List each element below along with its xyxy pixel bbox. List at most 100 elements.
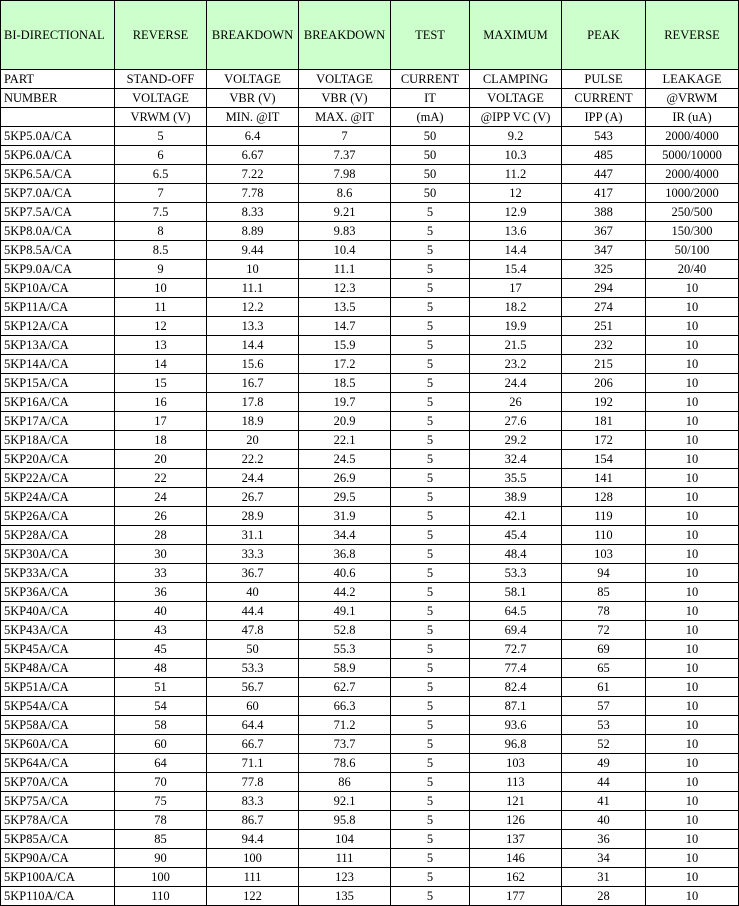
cell: 18.9 [207, 412, 299, 431]
cell: 16 [115, 393, 207, 412]
cell: 14.4 [207, 336, 299, 355]
cell: 5KP9.0A/CA [0, 260, 115, 279]
cell: 5KP36A/CA [0, 583, 115, 602]
cell: 5KP64A/CA [0, 754, 115, 773]
cell: 274 [562, 298, 646, 317]
cell-text: CLAMPING [482, 71, 549, 86]
cell: 7.98 [299, 165, 391, 184]
cell: 12.9 [470, 203, 562, 222]
cell: 5 [391, 431, 470, 450]
cell-text: 10 [685, 527, 699, 542]
cell: 294 [562, 279, 646, 298]
cell: 8.5 [115, 241, 207, 260]
cell-text: 16.7 [241, 375, 264, 390]
cell: 40 [562, 811, 646, 830]
cell: 5KP13A/CA [0, 336, 115, 355]
cell-text: 69.4 [504, 622, 527, 637]
cell: 172 [562, 431, 646, 450]
cell-text: STAND-OFF [126, 71, 195, 86]
cell-text: 10 [685, 831, 699, 846]
cell: 7.37 [299, 146, 391, 165]
cell-text: 86 [338, 774, 351, 789]
cell: 77.8 [207, 773, 299, 792]
cell-text: 10 [685, 774, 699, 789]
cell-text: 30 [154, 546, 167, 561]
cell: 10.3 [470, 146, 562, 165]
cell: 11.2 [470, 165, 562, 184]
cell-text: 8.5 [152, 242, 169, 257]
cell: 111 [207, 868, 299, 887]
cell: 26 [115, 507, 207, 526]
cell-text: 47.8 [241, 622, 264, 637]
cell: 5 [391, 279, 470, 298]
cell: 78 [562, 602, 646, 621]
cell: 126 [470, 811, 562, 830]
cell-text: MIN. @IT [225, 109, 280, 124]
cell: 10 [646, 621, 739, 640]
cell: 5KP18A/CA [0, 431, 115, 450]
cell: 5KP10A/CA [0, 279, 115, 298]
cell-text: 77.4 [504, 660, 527, 675]
cell-text: 12.2 [241, 299, 264, 314]
cell: 9.21 [299, 203, 391, 222]
cell: 5KP51A/CA [0, 678, 115, 697]
cell-text: 20 [154, 451, 167, 466]
cell: 10 [646, 773, 739, 792]
cell-text: 113 [506, 774, 525, 789]
cell-text: 40 [246, 584, 259, 599]
cell-text: 10 [685, 660, 699, 675]
cell: 49.1 [299, 602, 391, 621]
cell: 24.5 [299, 450, 391, 469]
cell-text: 5 [426, 204, 434, 219]
cell: 52.8 [299, 621, 391, 640]
cell: 5KP43A/CA [0, 621, 115, 640]
cell: VOLTAGE [299, 70, 391, 89]
cell-text: 11.1 [333, 261, 356, 276]
cell-text: 5KP17A/CA [4, 413, 69, 428]
cell-text: 126 [506, 812, 525, 827]
cell-text: 5KP8.5A/CA [4, 242, 72, 257]
cell: 5000/10000 [646, 146, 739, 165]
cell-text: 5KP22A/CA [4, 470, 69, 485]
cell: 86 [299, 773, 391, 792]
cell: 28 [562, 887, 646, 906]
cell: 6.4 [207, 127, 299, 146]
cell-text: 192 [594, 394, 613, 409]
cell: 5 [391, 317, 470, 336]
cell-text: 10 [685, 489, 699, 504]
cell-text: 103 [506, 755, 525, 770]
cell: 215 [562, 355, 646, 374]
cell: 13.3 [207, 317, 299, 336]
cell-text: (mA) [416, 109, 444, 124]
cell-text: 5 [426, 565, 434, 580]
cell-text: 28 [154, 527, 167, 542]
cell: (mA) [391, 108, 470, 127]
cell-text: 5KP110A/CA [4, 888, 75, 903]
cell-text: 18 [154, 432, 167, 447]
cell-text: 5KP5.0A/CA [4, 128, 72, 143]
cell: 17.2 [299, 355, 391, 374]
cell: 5 [391, 374, 470, 393]
cell-text: 5 [157, 128, 164, 143]
cell: 71.2 [299, 716, 391, 735]
cell-text: 6.67 [241, 147, 264, 162]
cell: 181 [562, 412, 646, 431]
cell-text: 5KP51A/CA [4, 679, 69, 694]
cell: 5KP8.5A/CA [0, 241, 115, 260]
cell: 10 [646, 830, 739, 849]
cell-text: 5KP40A/CA [4, 603, 69, 618]
cell: REVERSE [115, 0, 207, 70]
cell-text: 10 [685, 698, 699, 713]
cell-text: 40 [154, 603, 167, 618]
cell: 38.9 [470, 488, 562, 507]
cell: 54 [115, 697, 207, 716]
cell: 18 [115, 431, 207, 450]
cell: 50 [207, 640, 299, 659]
cell-text: 83.3 [241, 793, 264, 808]
cell-text: 56.7 [241, 679, 264, 694]
cell: 5 [391, 241, 470, 260]
cell: 52 [562, 735, 646, 754]
cell: 93.6 [470, 716, 562, 735]
cell: 28.9 [207, 507, 299, 526]
cell: 7.5 [115, 203, 207, 222]
